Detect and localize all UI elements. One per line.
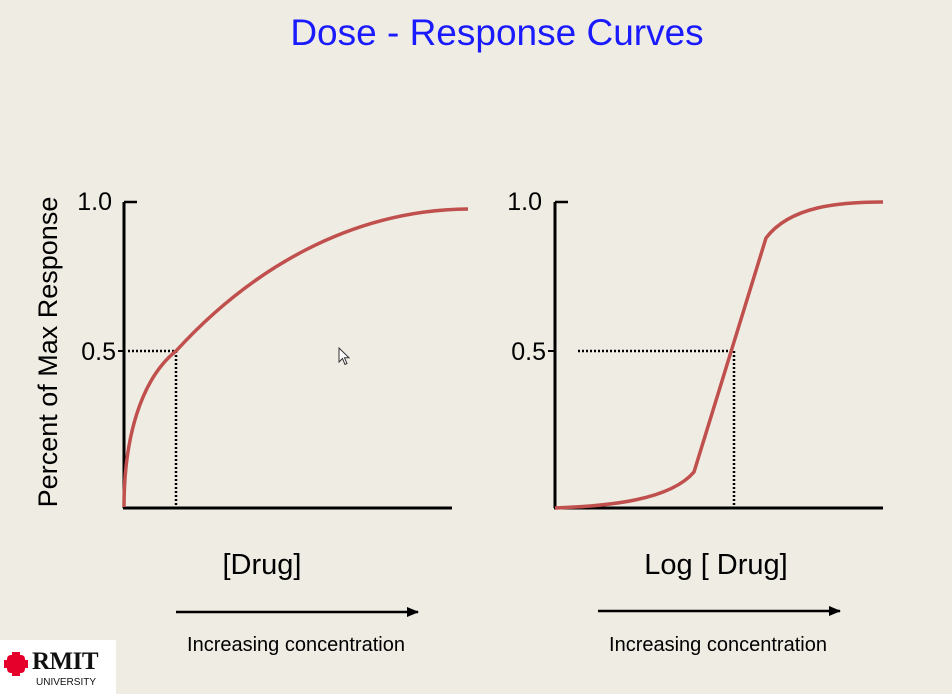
chart1-ytick-label-05: 0.5 <box>81 338 116 366</box>
rmit-pixel-logo-icon <box>4 652 28 676</box>
slide-title: Dose - Response Curves <box>290 12 704 53</box>
chart1-ytick-label-1: 1.0 <box>77 188 112 216</box>
chart2-ytick-label-05: 0.5 <box>511 338 546 366</box>
chart2-curve <box>554 200 884 510</box>
mouse-cursor-icon <box>338 347 351 366</box>
university-logo: RMIT UNIVERSITY <box>0 640 116 694</box>
chart2-arrow-label: Increasing concentration <box>609 634 827 656</box>
chart2-ytick-label-1: 1.0 <box>507 188 542 216</box>
chart2-x-axis-label: Log [ Drug] <box>644 549 787 581</box>
logo-name: RMIT <box>32 648 99 675</box>
logo-subtitle: UNIVERSITY <box>36 677 97 688</box>
chart-linear: 1.0 0.5 [Drug] Increasing concentration <box>77 188 469 656</box>
chart1-arrow-label: Increasing concentration <box>187 634 405 656</box>
chart1-curve <box>122 207 469 508</box>
y-axis-label: Percent of Max Response <box>33 197 63 508</box>
chart1-x-axis-label: [Drug] <box>223 549 302 581</box>
chart-log: 1.0 0.5 Log [ Drug] Increasing concentra… <box>507 188 884 656</box>
